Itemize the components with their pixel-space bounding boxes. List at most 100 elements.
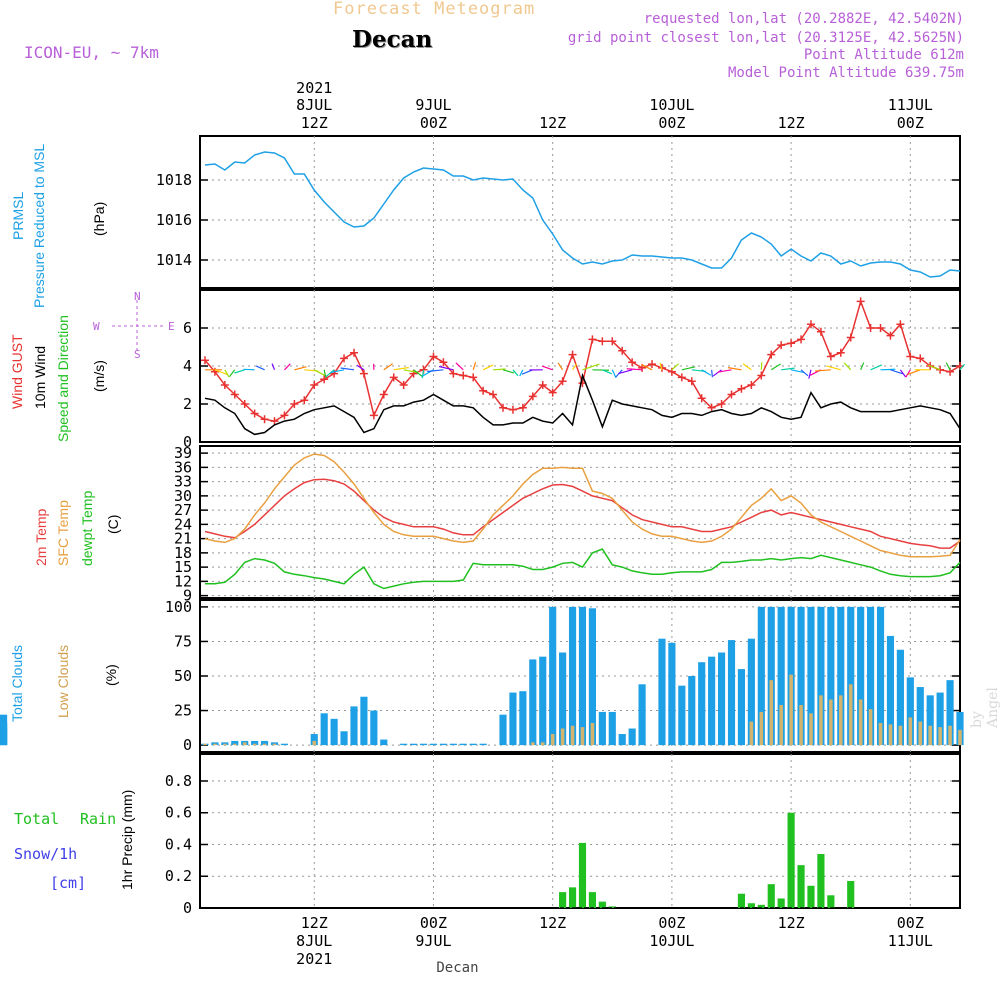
total-cloud-bar: [916, 687, 924, 746]
y-tick-label: 0.6: [165, 804, 192, 822]
gust-marker: [906, 352, 915, 361]
rain-bar: [747, 903, 755, 908]
total-cloud-bar: [350, 706, 358, 746]
top-hour-label: 00Z: [658, 114, 685, 132]
bottom-hour-label: 00Z: [420, 914, 447, 932]
low-cloud-bar: [779, 705, 783, 746]
total-cloud-bar: [320, 713, 328, 746]
y-tick-label: 18: [174, 544, 192, 562]
wind-direction-arrow: [455, 362, 464, 371]
bottom-date-label: 8JUL: [296, 932, 332, 950]
rain-bar: [777, 898, 785, 908]
low-cloud-bar: [223, 743, 227, 746]
wind-direction-arrow: [482, 364, 494, 371]
series-line-prmsl: [204, 151, 961, 278]
total-cloud-bar: [757, 606, 765, 746]
wind-direction-arrow: [641, 363, 653, 371]
total-cloud-bar: [638, 684, 646, 746]
gust-marker: [499, 403, 508, 412]
wind-direction-arrow: [356, 364, 365, 371]
low-cloud-bar: [312, 740, 317, 746]
gust-marker: [508, 405, 517, 414]
bottom-hour-label: 12Z: [778, 914, 805, 932]
total-cloud-bar: [717, 652, 726, 746]
bottom-year-label: 2021: [296, 950, 332, 968]
y-tick-label: 50: [174, 667, 192, 685]
wind-direction-arrow: [557, 362, 564, 371]
top-date-label: 11JUL: [888, 96, 933, 114]
total-cloud-bar: [886, 635, 895, 746]
gust-marker: [330, 369, 339, 378]
wind-direction-arrow: [340, 367, 355, 371]
total-cloud-bar: [896, 649, 904, 746]
low-cloud-bar: [948, 725, 952, 746]
wind-direction-arrow: [427, 369, 444, 373]
wind-direction-arrow: [808, 369, 812, 379]
wind-direction-arrow: [611, 369, 617, 379]
total-cloud-bar: [310, 734, 318, 746]
compass-cross: [112, 300, 166, 352]
gust-marker: [379, 390, 388, 399]
total-cloud-bar: [777, 606, 785, 746]
gust-marker: [628, 358, 637, 367]
gust-marker: [340, 354, 349, 363]
total-cloud-bar: [330, 718, 338, 746]
series-line-10m-wind: [204, 372, 961, 436]
total-cloud-bar: [827, 606, 835, 746]
y-tick-label: 33: [174, 473, 192, 491]
total-cloud-bar: [370, 710, 378, 746]
rain-bar: [559, 892, 567, 908]
gust-marker: [648, 360, 657, 369]
wind-direction-arrow: [214, 369, 229, 376]
panel-frame: [199, 135, 961, 289]
gust-marker: [389, 373, 398, 382]
point-altitude: Point Altitude 612m: [803, 47, 964, 63]
rain-label: Rain: [80, 810, 117, 828]
low-cloud-bar: [958, 729, 962, 746]
gust-marker: [280, 411, 289, 420]
y-tick-label: 0: [183, 433, 192, 451]
y-tick-label: 75: [174, 632, 192, 650]
total-cloud-bar: [708, 656, 716, 746]
total-cloud-bar: [469, 743, 477, 746]
total-cloud-bar: [727, 640, 736, 746]
total-cloud-bar: [628, 728, 636, 746]
wind-direction-arrow: [760, 362, 763, 370]
low-cloud-bar: [848, 684, 853, 746]
gust-marker: [459, 371, 468, 380]
total-cloud-bar: [360, 696, 368, 746]
wind-direction-arrow: [712, 369, 722, 377]
bottom-hour-label: 00Z: [658, 914, 685, 932]
top-hour-label: 00Z: [420, 114, 447, 132]
gust-marker: [369, 411, 378, 420]
wind-direction-arrow: [928, 364, 941, 371]
wind-direction-arrow: [626, 368, 643, 371]
y-tick-label: 6: [183, 319, 192, 337]
footer-location: Decan: [436, 960, 478, 976]
gust-marker: [449, 369, 458, 378]
wind-direction-arrow: [493, 368, 506, 371]
total-cloud-bar: [519, 691, 527, 746]
gust-marker: [826, 352, 835, 361]
gust-marker: [489, 390, 498, 399]
low-cloud-bar: [769, 680, 774, 746]
low-cloud-bar: [898, 725, 903, 746]
gust-marker: [320, 375, 329, 384]
total-cloud-bar: [439, 743, 447, 746]
gust-marker: [836, 348, 845, 357]
gust-marker: [568, 350, 577, 359]
wind-direction-arrow: [781, 367, 795, 371]
bottom-date-label: 9JUL: [415, 932, 451, 950]
rain-bar: [598, 901, 606, 908]
low-cloud-bar: [819, 695, 823, 746]
rain-bar: [767, 884, 775, 908]
total-cloud-bar: [688, 676, 696, 746]
total-cloud-bar: [668, 642, 676, 746]
gust-marker: [866, 324, 875, 332]
wind-direction-arrow: [945, 362, 951, 371]
total-cloud-bar: [0, 728, 8, 746]
y-tick-label: 100: [165, 598, 192, 616]
gust-marker: [250, 409, 259, 418]
low-cloud-bar: [938, 727, 942, 746]
wind-direction-arrow: [711, 369, 714, 378]
